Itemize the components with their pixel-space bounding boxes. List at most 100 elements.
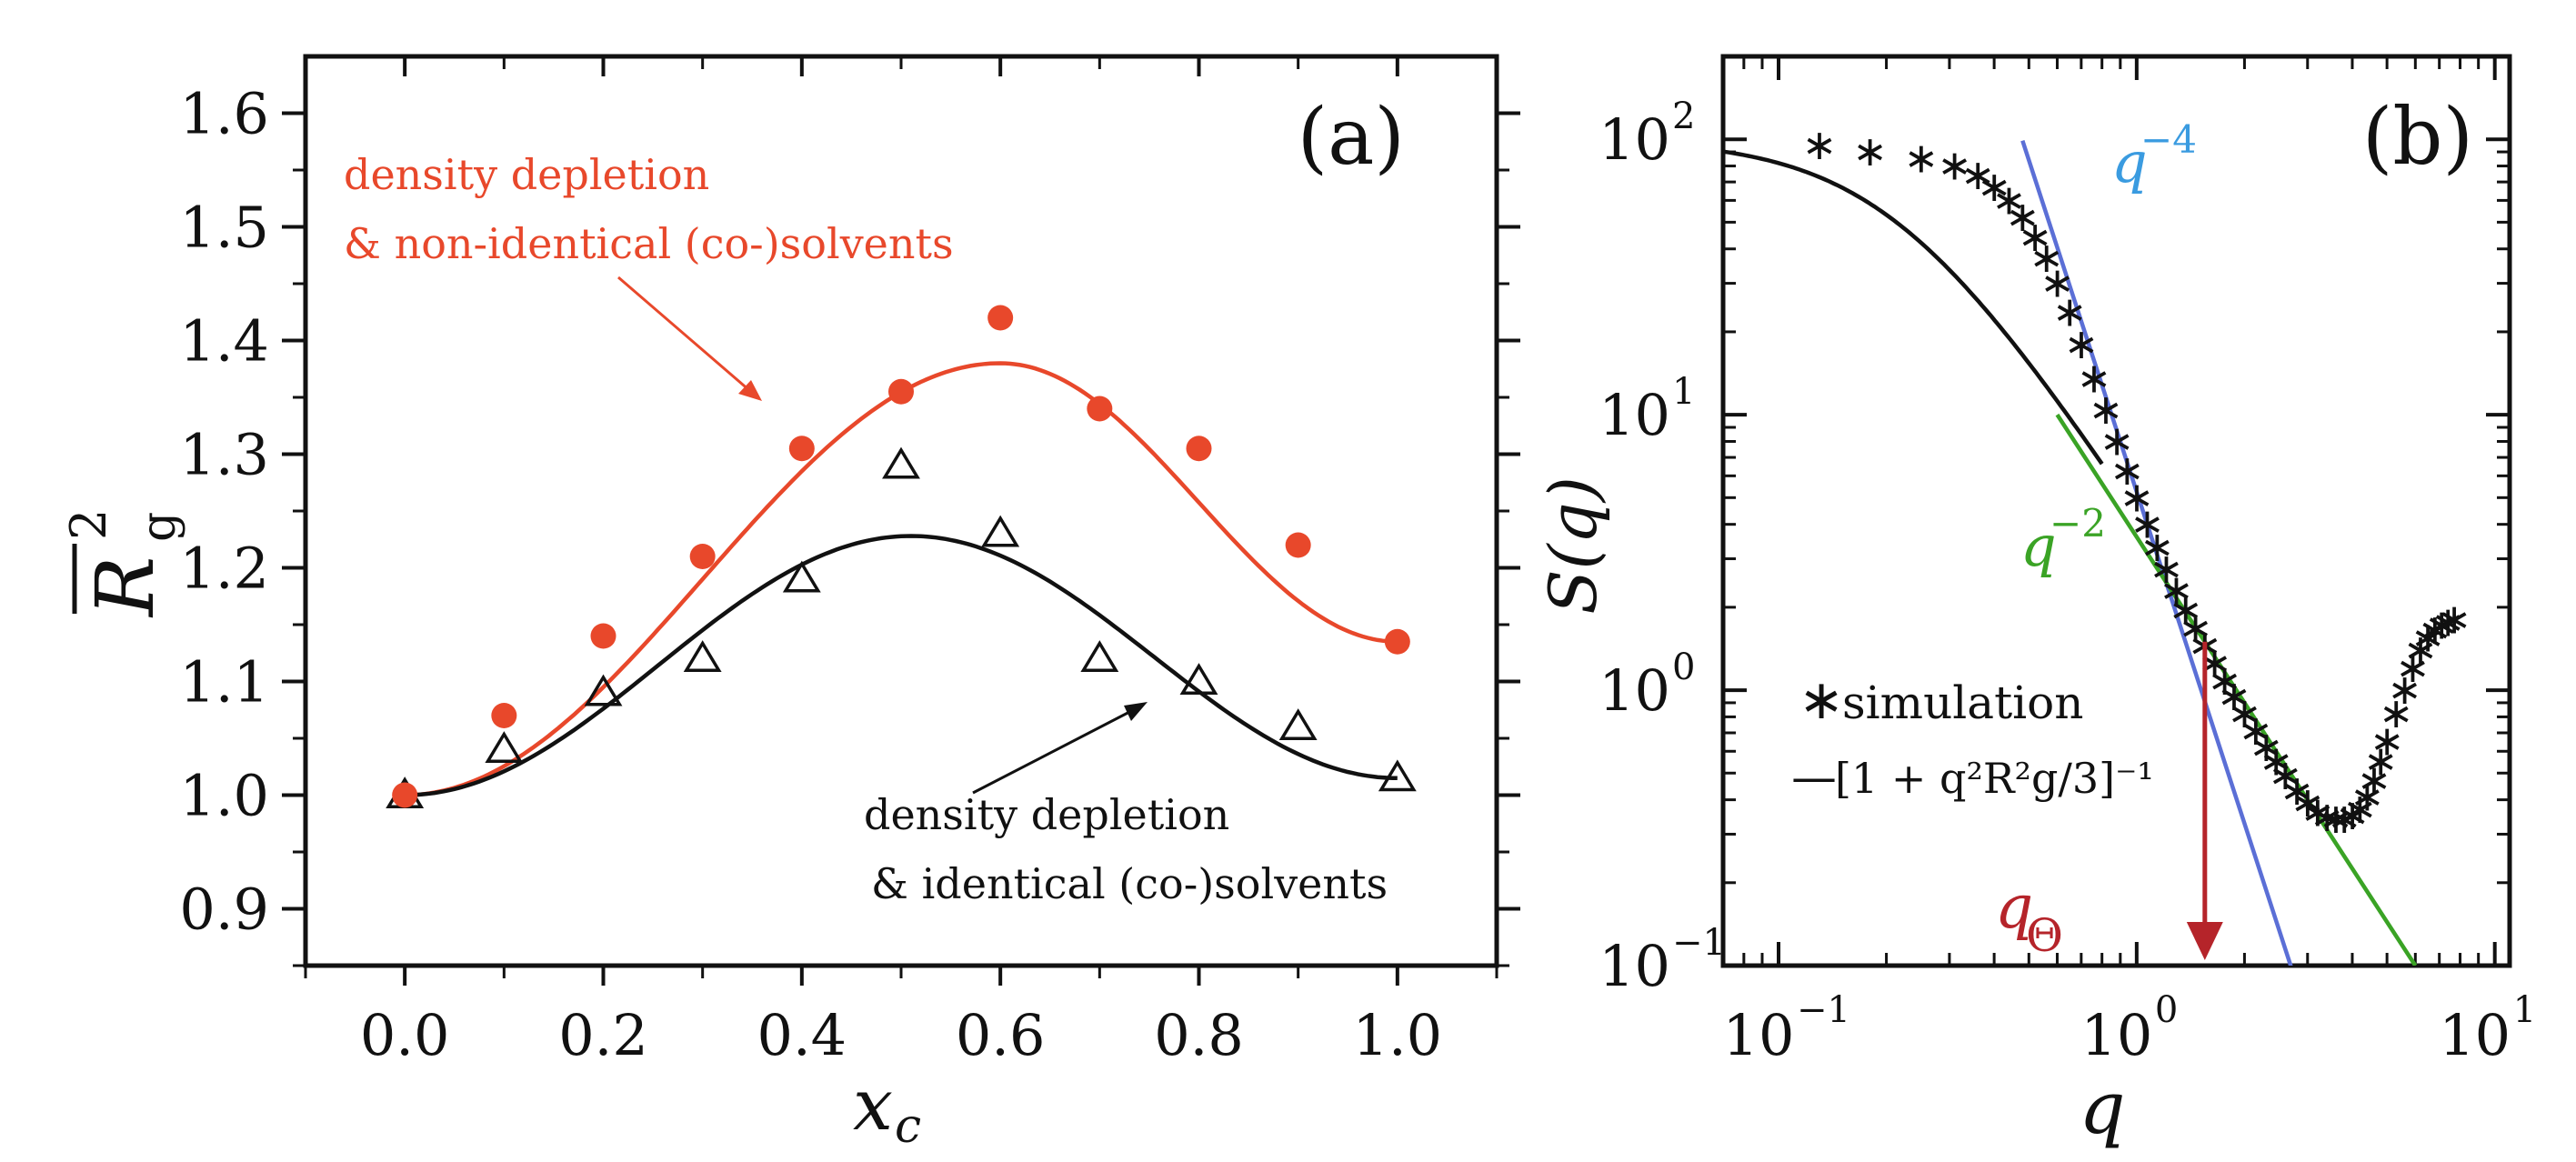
simulation-point: ∗	[2168, 585, 2203, 634]
x-axis-label-sub: c	[895, 1099, 921, 1154]
y-tick-exponent: 2	[1672, 95, 1695, 137]
y-tick-label: 1.6	[179, 81, 269, 147]
panel-b-frame	[1720, 54, 2512, 968]
simulation-point: ∗	[2239, 706, 2274, 755]
simulation-point: ∗	[1977, 162, 2012, 211]
panel-a-y-axis-label: R g 2	[60, 509, 186, 618]
x-tick-label: 0.8	[1154, 1002, 1244, 1068]
data-point-circle	[1186, 436, 1212, 462]
simulation-point: ∗	[2130, 499, 2165, 548]
simulation-point: ∗	[1802, 120, 1838, 169]
data-point-circle	[689, 544, 716, 569]
x-tick-label: 0.2	[558, 1002, 648, 1068]
x-axis-label: x	[853, 1065, 893, 1147]
simulation-point: ∗	[2149, 544, 2184, 593]
x-tick-label: 10	[2080, 1002, 2152, 1068]
x-tick-label: 0.6	[956, 1002, 1046, 1068]
y-tick-exponent: 0	[1672, 646, 1695, 688]
legend: ∗ simulation — [1 + q²R²g/3]⁻¹	[1791, 668, 2154, 804]
simulation-point: ∗	[2431, 597, 2466, 646]
simulation-point: ∗	[1937, 141, 1972, 190]
data-point-triangle	[1378, 759, 1417, 792]
y-tick-exponent: 1	[1672, 371, 1695, 413]
data-point-circle	[987, 305, 1014, 331]
panel-a: 0.0 0.2 0.4 0.6 0.8 1.0 0.9 1.0 1.1 1.2 1.3 1.4 1.5…	[60, 54, 1520, 1154]
simulation-point: ∗	[2310, 792, 2345, 841]
data-point-triangle	[683, 640, 722, 672]
simulation-point: ∗	[1991, 175, 2027, 224]
y-tick-exponent: −1	[1672, 922, 1726, 964]
simulation-point: ∗	[2357, 755, 2392, 804]
data-point-triangle	[782, 560, 821, 593]
legend-symbol-fit: —	[1791, 751, 1837, 804]
y-tick-label: 1.2	[179, 536, 269, 602]
annotation-red-line2: & non-identical (co-)solvents	[344, 219, 954, 268]
panel-b-lines	[1723, 139, 2418, 966]
y-tick-label: 10	[1599, 933, 1670, 999]
panel-b-y-axis-label: S(q)	[1535, 476, 1611, 615]
data-point-circle	[1087, 396, 1113, 422]
simulation-point: ∗	[2077, 354, 2112, 403]
power-law-line-q-minus-4	[2020, 139, 2293, 966]
simulation-point: ∗	[2319, 794, 2354, 843]
annotation-black-line2: & identical (co-)solvents	[871, 859, 1388, 908]
simulation-point: ∗	[2159, 565, 2194, 614]
panel-a-y-tick-labels: 0.9 1.0 1.1 1.2 1.3 1.4 1.5 1.6	[179, 81, 269, 943]
annotation-red-arrowhead	[738, 380, 762, 401]
data-point-circle	[491, 703, 517, 728]
simulation-point: ∗	[2363, 736, 2399, 786]
y-tick-label: 1.3	[179, 422, 269, 488]
simulation-point: ∗	[2120, 472, 2155, 521]
simulation-point: ∗	[2327, 794, 2362, 843]
q-minus-4-exp: −4	[2140, 117, 2197, 162]
panel-b-ticks	[1721, 55, 2510, 967]
simulation-point: ∗	[2178, 603, 2213, 652]
panel-b-label: (b)	[2362, 92, 2473, 183]
simulation-point: ∗	[2110, 446, 2145, 495]
simulation-point: ∗	[2207, 656, 2242, 705]
annotation-red-line1: density depletion	[344, 150, 709, 199]
annotation-black-arrowhead	[1124, 702, 1148, 721]
simulation-point: ∗	[2290, 777, 2325, 826]
y-tick-label: 10	[1599, 382, 1670, 448]
simulation-point: ∗	[2335, 790, 2371, 839]
annotation-black-line1: density depletion	[864, 790, 1229, 839]
y-axis-label-sub: g	[132, 512, 186, 542]
panel-a-x-tick-labels: 0.0 0.2 0.4 0.6 0.8 1.0	[360, 1002, 1442, 1068]
data-point-triangle	[981, 515, 1020, 547]
data-point-circle	[788, 436, 815, 462]
q-theta-arrowhead	[2186, 922, 2223, 960]
data-point-triangle	[485, 731, 524, 763]
panel-b-x-axis-label: q	[2079, 1066, 2125, 1150]
simulation-point: ∗	[2140, 522, 2175, 571]
y-tick-label: 10	[1599, 657, 1670, 724]
x-tick-label: 0.4	[757, 1002, 847, 1068]
data-point-triangle	[1278, 708, 1318, 740]
x-tick-exponent: 1	[2513, 989, 2536, 1031]
simulation-point: ∗	[2403, 625, 2439, 674]
simulation-point: ∗	[2268, 750, 2303, 799]
y-tick-label: 1.4	[179, 308, 269, 375]
panel-a-ticks	[282, 56, 1520, 986]
q-minus-2-label: q −2	[2020, 501, 2106, 579]
simulation-point: ∗	[2395, 643, 2431, 692]
simulation-point: ∗	[2018, 212, 2053, 261]
simulation-point: ∗	[2005, 192, 2040, 241]
panel-a-x-axis-label: x c	[853, 1065, 921, 1154]
panel-b-simulation-points: ∗ ∗ ∗∗∗∗∗∗∗∗∗∗∗∗∗∗∗∗∗∗∗∗∗∗∗∗∗∗∗∗∗∗∗∗∗∗∗∗∗∗…	[1802, 120, 2472, 843]
simulation-point: ∗	[2300, 786, 2336, 836]
x-tick-exponent: 0	[2155, 989, 2178, 1031]
annotation-red: density depletion & non-identical (co-)s…	[344, 150, 954, 401]
data-point-triangle	[584, 674, 623, 706]
simulation-point: ∗	[2417, 605, 2452, 654]
simulation-point: ∗	[2029, 233, 2064, 282]
q-minus-2-exp: −2	[2050, 501, 2106, 546]
y-tick-label: 0.9	[179, 877, 269, 943]
simulation-point: ∗	[2411, 612, 2446, 661]
simulation-point: ∗	[2424, 600, 2460, 649]
x-tick-exponent: −1	[1797, 989, 1850, 1031]
x-tick-label: 10	[2439, 1002, 2511, 1068]
simulation-point: ∗	[1903, 134, 1939, 183]
